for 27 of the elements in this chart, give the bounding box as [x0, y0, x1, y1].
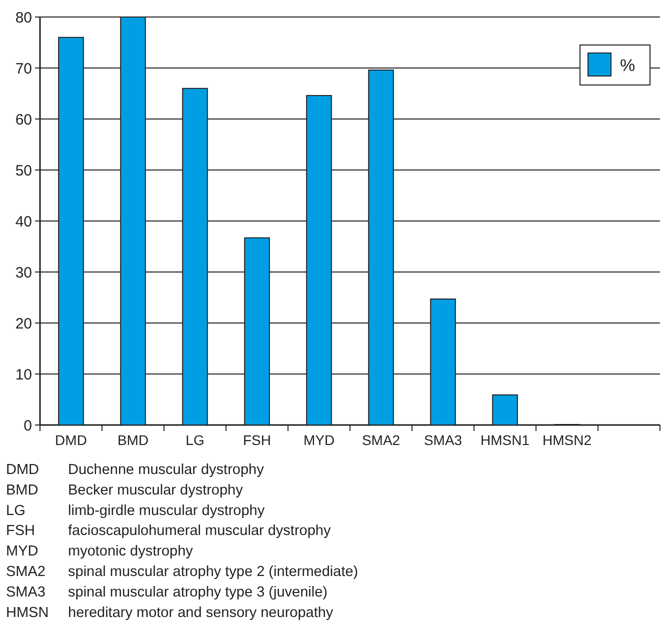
x-tick-label: BMD	[117, 432, 149, 448]
text: LG limb-girdle muscular dystrophy	[6, 502, 265, 519]
x-tick-label: SMA3	[424, 432, 462, 448]
x-tick-label: DMD	[55, 432, 87, 448]
text: SMA2 spinal muscular atrophy type 2 (intermediate)	[6, 564, 358, 580]
y-tick-label: 70	[15, 60, 32, 78]
y-tick-label: 80	[15, 9, 32, 26]
text: FSH facioscapulohumeral muscular dystrophy	[6, 523, 331, 540]
x-tick-label: SMA2	[362, 432, 400, 448]
y-tick-label: 50	[15, 162, 32, 180]
legend-label: %	[620, 56, 636, 75]
text: HMSN hereditary motor and sensory neuropathy	[6, 604, 334, 621]
text: BMD Becker muscular dystrophy	[6, 482, 243, 498]
x-tick-label: MYD	[303, 432, 335, 448]
x-tick-label: HMSN1	[480, 432, 530, 448]
y-tick-label: 40	[15, 213, 32, 230]
text: MYD myotonic dystrophy	[6, 544, 193, 560]
y-tick-label: 30	[15, 264, 32, 282]
y-tick-label: 60	[15, 111, 32, 128]
text: SMA3 spinal muscular atrophy type 3 (juvenile)	[6, 584, 328, 600]
x-tick-label: LG	[186, 432, 204, 448]
x-tick-label: HMSN2	[542, 432, 592, 448]
text: DMD Duchenne muscular dystrophy	[6, 462, 264, 478]
y-tick-label: 0	[24, 417, 32, 434]
y-tick-label: 20	[15, 315, 32, 332]
y-tick-label: 10	[15, 366, 32, 384]
x-tick-label: FSH	[243, 432, 271, 448]
